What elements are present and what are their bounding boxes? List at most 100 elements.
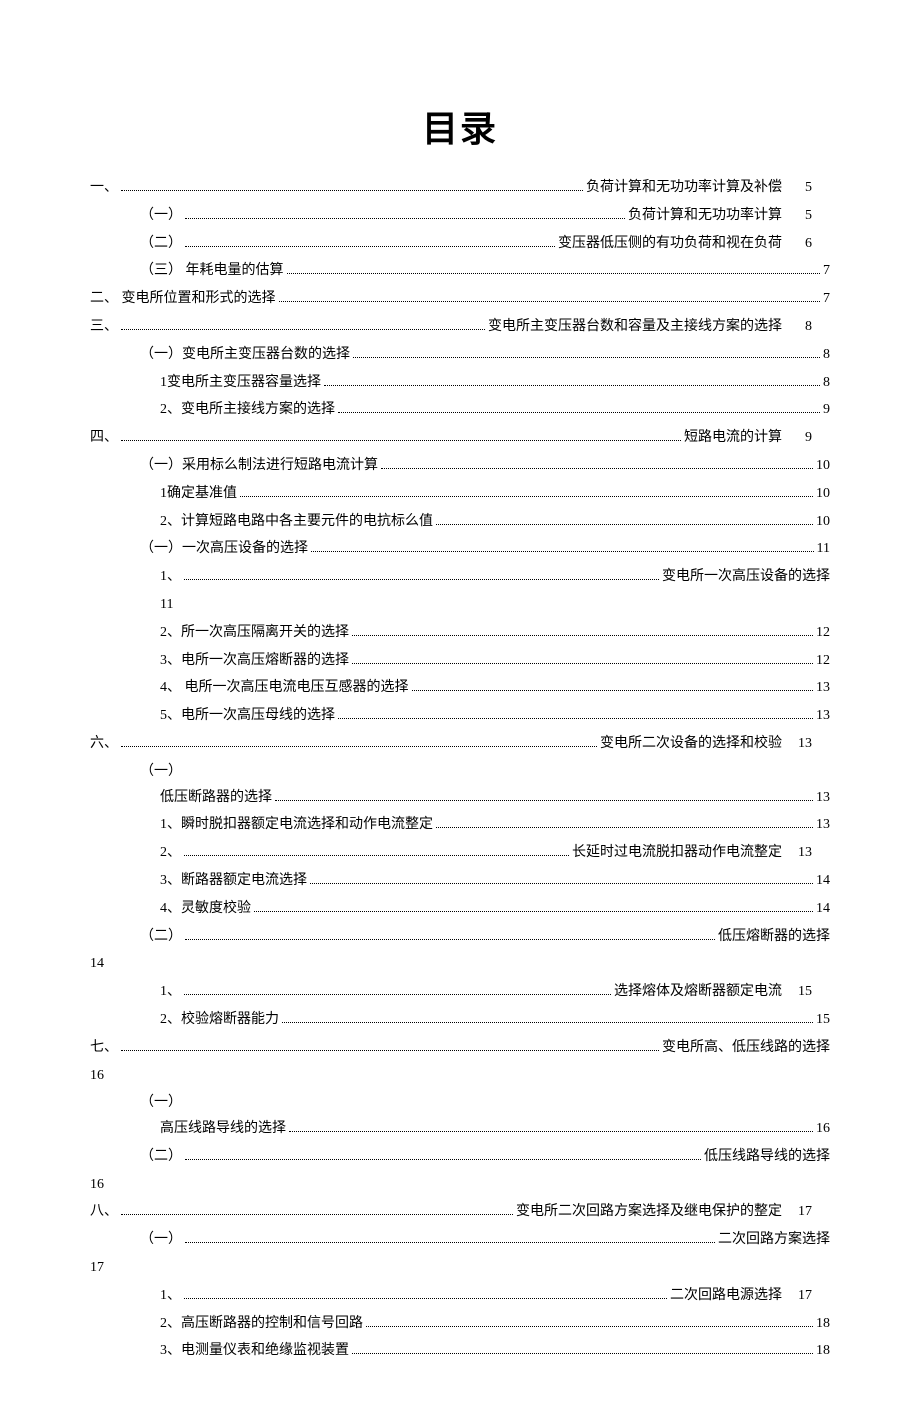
toc-page: 15: [816, 1008, 830, 1032]
toc-trail: 变电所二次设备的选择和校验: [600, 732, 782, 756]
toc-entry: 四、 短路电流的计算9: [90, 426, 830, 450]
toc-wrap-page: 16: [90, 1173, 830, 1197]
toc-entry: （二） 低压熔断器的选择: [90, 925, 830, 949]
toc-label: 3、断路器额定电流选择: [160, 869, 307, 893]
toc-label: （一）: [140, 1091, 182, 1115]
toc-dots: [436, 818, 813, 829]
toc-dots: [338, 708, 813, 719]
toc-dots: [287, 264, 821, 275]
toc-dots: [121, 430, 681, 441]
toc-label: （二）: [140, 232, 182, 256]
toc-entry: （一）: [90, 760, 830, 784]
toc-page: 17: [90, 1256, 104, 1280]
toc-entry: （二） 变压器低压侧的有功负荷和视在负荷6: [90, 232, 830, 256]
toc-label: 1确定基准值: [160, 482, 237, 506]
toc-trail: 变电所高、低压线路的选择: [662, 1036, 830, 1060]
toc-dots: [352, 625, 813, 636]
toc-label: 2、变电所主接线方案的选择: [160, 398, 335, 422]
toc-wrap-page: 11: [90, 593, 830, 617]
toc-page: 17: [792, 1200, 812, 1224]
toc-entry: 4、 电所一次高压电流电压互感器的选择 13: [90, 676, 830, 700]
toc-page: 13: [792, 732, 812, 756]
toc-page: 8: [792, 315, 812, 339]
toc-entry: 5、电所一次高压母线的选择13: [90, 704, 830, 728]
toc-page: 13: [792, 841, 812, 865]
toc-dots: [366, 1316, 813, 1327]
toc-trail: 低压线路导线的选择: [704, 1145, 830, 1169]
toc-label: 四、: [90, 426, 118, 450]
toc-page: 18: [816, 1312, 830, 1336]
toc-trail: 变电所一次高压设备的选择: [662, 565, 830, 589]
toc-dots: [381, 458, 813, 469]
toc-entry: 1变电所主变压器容量选择8: [90, 371, 830, 395]
toc-label: 1、: [160, 1284, 181, 1308]
toc-trail: 长延时过电流脱扣器动作电流整定: [572, 841, 782, 865]
toc-dots: [338, 403, 820, 414]
toc-dots: [289, 1121, 813, 1132]
toc-entry: 3、断路器额定电流选择 14: [90, 869, 830, 893]
toc-trail: 二次回路方案选择: [718, 1228, 830, 1252]
toc-entry: （三） 年耗电量的估算7: [90, 259, 830, 283]
toc-entry: 2、 长延时过电流脱扣器动作电流整定13: [90, 841, 830, 865]
toc-dots: [352, 1344, 813, 1355]
toc-page: 12: [816, 621, 830, 645]
toc-page: 15: [792, 980, 812, 1004]
toc-entry: 1、 变电所一次高压设备的选择: [90, 565, 830, 589]
toc-label: 3、电测量仪表和绝缘监视装置: [160, 1339, 349, 1363]
toc-page: 13: [816, 786, 830, 810]
toc-page: 14: [90, 952, 104, 976]
toc-page: 16: [816, 1117, 830, 1141]
toc-entry: 2、变电所主接线方案的选择9: [90, 398, 830, 422]
toc-page: 16: [90, 1064, 104, 1088]
toc-label: （一）: [140, 760, 182, 784]
toc-page: 18: [816, 1339, 830, 1363]
toc-page: 17: [792, 1284, 812, 1308]
toc-trail: 变电所主变压器台数和容量及主接线方案的选择: [488, 315, 782, 339]
toc-label: 二、 变电所位置和形式的选择: [90, 287, 276, 311]
toc-entry: 二、 变电所位置和形式的选择 7: [90, 287, 830, 311]
toc-trail: 二次回路电源选择: [670, 1284, 782, 1308]
toc-label: 2、校验熔断器能力: [160, 1008, 279, 1032]
toc-page: 7: [823, 287, 830, 311]
toc-page: 13: [816, 813, 830, 837]
toc-dots: [121, 1205, 513, 1216]
toc-trail: 负荷计算和无功功率计算及补偿: [586, 176, 782, 200]
toc-label: 1、: [160, 565, 181, 589]
toc-dots: [311, 542, 814, 553]
doc-title: 目录: [90, 100, 830, 152]
toc-page: 11: [817, 537, 830, 561]
toc-page: 6: [792, 232, 812, 256]
toc-entry-sub: 低压断路器的选择 13: [90, 786, 830, 810]
toc-container: 一、 负荷计算和无功功率计算及补偿5（一） 负荷计算和无功功率计算5（二） 变压…: [90, 176, 830, 1363]
toc-label: 4、灵敏度校验: [160, 897, 251, 921]
toc-trail: 选择熔体及熔断器额定电流: [614, 980, 782, 1004]
toc-label: 1变电所主变压器容量选择: [160, 371, 321, 395]
toc-label: （三） 年耗电量的估算: [140, 259, 284, 283]
toc-sublabel: 低压断路器的选择: [160, 786, 272, 810]
toc-label: 三、: [90, 315, 118, 339]
toc-page: 14: [816, 869, 830, 893]
toc-label: （一）一次高压设备的选择: [140, 537, 308, 561]
toc-dots: [184, 1288, 667, 1299]
toc-dots: [121, 319, 485, 330]
toc-entry: 六、 变电所二次设备的选择和校验13: [90, 732, 830, 756]
toc-entry: 三、 变电所主变压器台数和容量及主接线方案的选择 8: [90, 315, 830, 339]
toc-page: 16: [90, 1173, 104, 1197]
toc-page: 11: [160, 593, 173, 617]
toc-dots: [184, 984, 611, 995]
toc-label: 2、高压断路器的控制和信号回路: [160, 1312, 363, 1336]
toc-wrap-page: 14: [90, 952, 830, 976]
toc-label: 4、 电所一次高压电流电压互感器的选择: [160, 676, 409, 700]
toc-page: 10: [816, 482, 830, 506]
toc-dots: [240, 486, 813, 497]
toc-page: 13: [816, 676, 830, 700]
toc-page: 5: [792, 204, 812, 228]
toc-page: 14: [816, 897, 830, 921]
toc-label: 2、所一次高压隔离开关的选择: [160, 621, 349, 645]
toc-entry: 3、电测量仪表和绝缘监视装置 18: [90, 1339, 830, 1363]
toc-dots: [185, 1232, 715, 1243]
toc-dots: [282, 1012, 813, 1023]
toc-entry: 2、计算短路电路中各主要元件的电抗标么值10: [90, 510, 830, 534]
toc-dots: [279, 291, 821, 302]
toc-entry: （一） 负荷计算和无功功率计算5: [90, 204, 830, 228]
